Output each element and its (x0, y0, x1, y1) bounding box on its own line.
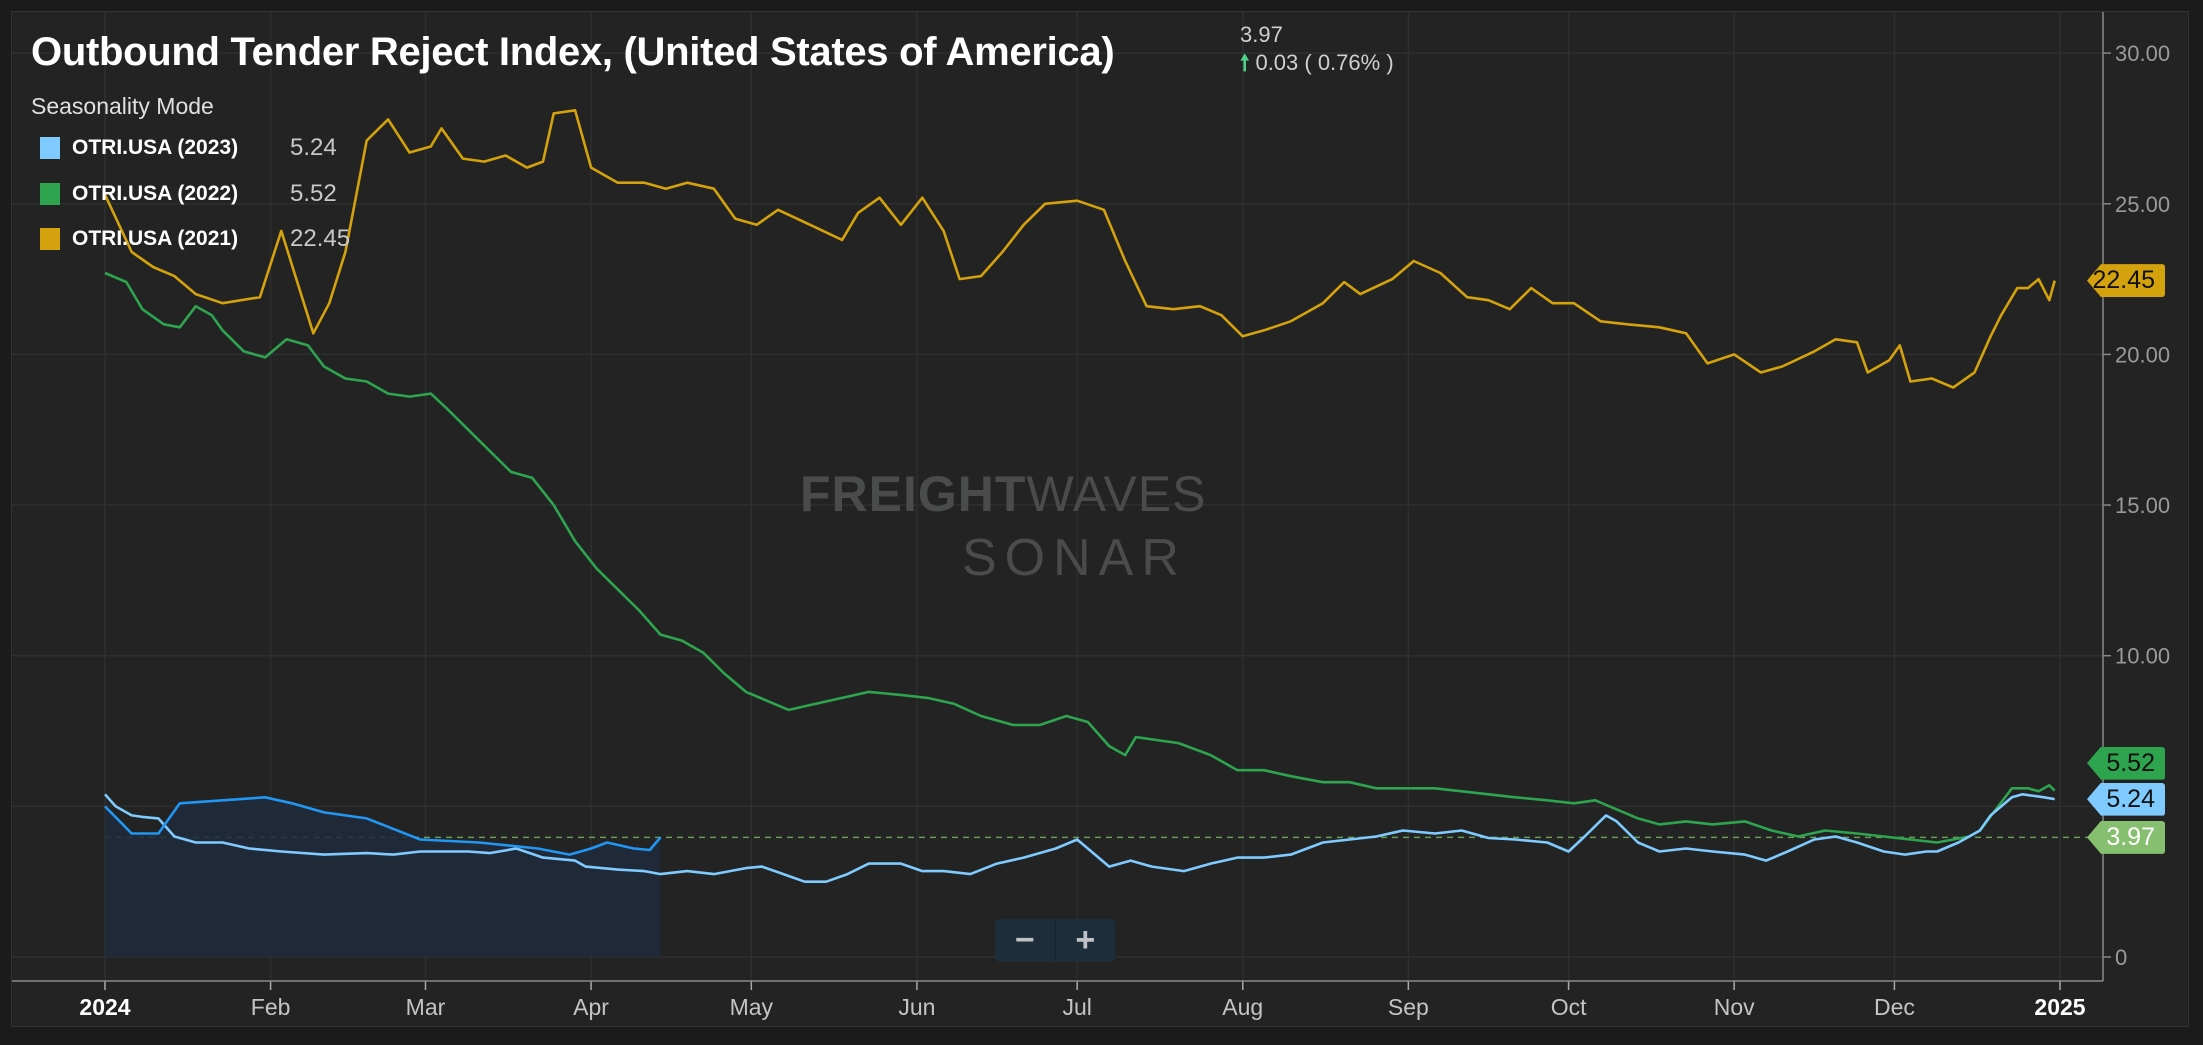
change-value: 🠕 0.03 ( 0.76% ) (1240, 50, 1394, 76)
last-value: 3.97 (1240, 22, 1283, 47)
x-tick-label: Dec (1874, 994, 1915, 1020)
y-tick-label: 0 (2115, 945, 2127, 970)
zoom-out-button[interactable]: − (995, 919, 1056, 962)
legend-value: 22.45 (290, 225, 351, 252)
legend-label: OTRI.USA (2022) (72, 182, 239, 205)
x-tick-label: 2024 (79, 994, 130, 1020)
sonar-watermark: SONAR (962, 529, 1187, 587)
series-line-otri-usa-2021- (103, 109, 2056, 389)
value-tag: 5.24 (2087, 782, 2165, 816)
area-fills (105, 797, 661, 957)
zoom-in-button[interactable]: + (1075, 921, 1096, 959)
freightwaves-watermark: FREIGHTWAVES (800, 466, 1207, 522)
y-tick-label: 30.00 (2115, 41, 2170, 66)
x-tick-label: Oct (1551, 994, 1587, 1020)
x-tick-label: Nov (1714, 994, 1755, 1020)
tick-labels: 0 10.00 15.00 20.00 25.00 30.00 2024 Feb Mar Apr M… (79, 41, 2170, 1020)
legend-label: OTRI.USA (2023) (72, 136, 239, 159)
arrow-up-icon: 🠕 (1240, 50, 1250, 75)
y-tick-label: 20.00 (2115, 342, 2170, 367)
gridlines (12, 12, 2103, 981)
value-tag: 3.97 (2087, 820, 2165, 854)
seasonality-mode-label: Seasonality Mode (31, 93, 214, 119)
axes (12, 12, 2111, 990)
value-tag: 5.52 (2087, 746, 2165, 780)
x-tick-label: Apr (573, 994, 609, 1020)
x-tick-label: Jul (1062, 994, 1091, 1020)
x-tick-label: 2025 (2034, 994, 2085, 1020)
series-line-otri-usa-2023- (104, 793, 2055, 883)
x-tick-label: Jun (898, 994, 935, 1020)
series-line-current (104, 796, 662, 856)
series-line-otri-usa-2022- (104, 271, 2056, 844)
change-text: 0.03 ( 0.76% ) (1255, 50, 1394, 75)
zoom-controls: − + (995, 919, 1115, 962)
x-tick-label: Sep (1388, 994, 1429, 1020)
legend-value: 5.52 (290, 180, 337, 207)
x-tick-label: Aug (1222, 994, 1263, 1020)
legend-label: OTRI.USA (2021) (72, 227, 239, 250)
y-tick-label: 25.00 (2115, 192, 2170, 217)
legend-item-2022[interactable]: OTRI.USA (2022) 5.52 (40, 179, 337, 209)
x-tick-label: Mar (406, 994, 446, 1020)
chart-title: Outbound Tender Reject Index, (United St… (31, 30, 1115, 74)
y-tick-label: 10.00 (2115, 644, 2170, 669)
legend-swatch (40, 228, 60, 250)
x-tick-label: May (730, 994, 774, 1020)
x-tick-label: Feb (251, 994, 291, 1020)
series-area-current (105, 797, 661, 957)
y-tick-label: 15.00 (2115, 493, 2170, 518)
series-lines (103, 109, 2056, 883)
legend-value: 5.24 (290, 134, 337, 161)
legend-item-2023[interactable]: OTRI.USA (2023) 5.24 (40, 133, 337, 163)
legend-swatch (40, 137, 60, 159)
legend-swatch (40, 183, 60, 205)
value-tag: 22.45 (2087, 264, 2165, 298)
legend-item-2021[interactable]: OTRI.USA (2021) 22.45 (40, 224, 350, 254)
